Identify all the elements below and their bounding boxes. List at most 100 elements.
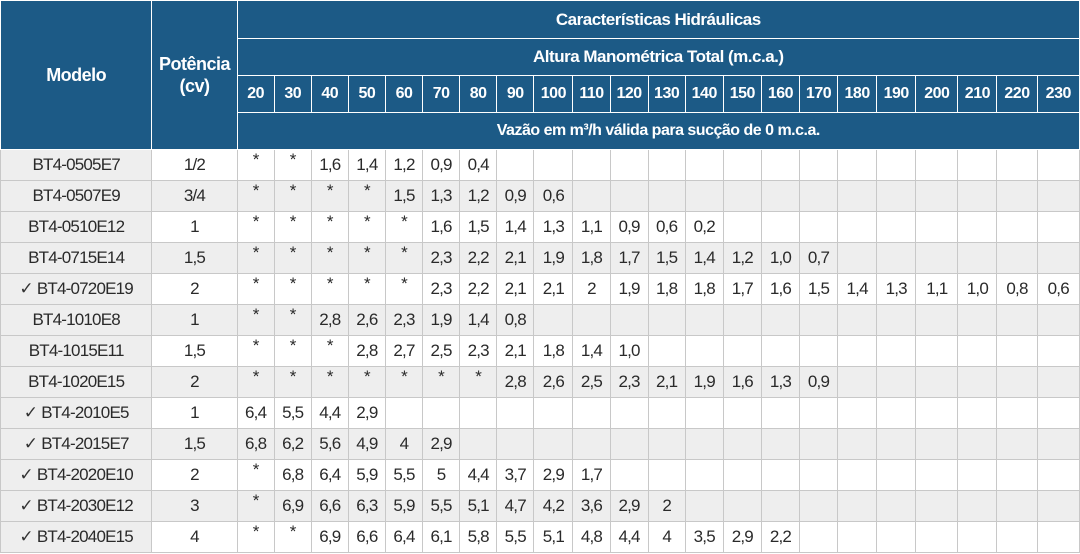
flow-value-cell <box>722 335 762 367</box>
model-name: BT4-1020E15 <box>28 372 125 391</box>
flow-value-cell: 2,8 <box>496 366 535 398</box>
power-cell: 1 <box>151 304 238 336</box>
flow-value-cell <box>1036 149 1080 181</box>
head-column-header: 170 <box>798 75 839 113</box>
flow-value-cell <box>837 490 878 522</box>
flow-value-cell <box>798 459 839 491</box>
flow-value-cell <box>876 242 917 274</box>
flow-value-cell <box>837 335 878 367</box>
flow-value-cell <box>647 428 686 460</box>
flow-value-cell: 0,2 <box>684 211 724 243</box>
flow-value-cell <box>798 335 839 367</box>
power-cell: 4 <box>151 521 238 553</box>
flow-value-cell: 0,6 <box>533 180 574 212</box>
flow-value-cell: * <box>310 242 349 274</box>
flow-value-cell: 1,7 <box>722 273 762 305</box>
flow-value-cell: * <box>310 211 349 243</box>
flow-value-cell: 5 <box>422 459 461 491</box>
flow-value-cell <box>722 397 762 429</box>
head-column-header: 30 <box>273 75 312 113</box>
flow-value-cell <box>837 304 878 336</box>
flow-value-cell: 0,7 <box>798 242 839 274</box>
flow-value-cell <box>957 428 998 460</box>
checkmark-icon: ✓ <box>19 465 33 484</box>
model-name: BT4-0720E19 <box>36 279 134 298</box>
flow-value-cell: * <box>236 149 275 181</box>
flow-value-cell: 1,8 <box>533 335 574 367</box>
power-cell: 3/4 <box>151 180 238 212</box>
flow-value-cell <box>684 180 724 212</box>
flow-value-cell <box>572 149 611 181</box>
flow-value-cell <box>837 521 878 553</box>
flow-value-cell: * <box>273 366 312 398</box>
flow-value-cell <box>496 149 535 181</box>
flow-value-cell: 6,4 <box>310 459 349 491</box>
flow-value-cell <box>533 304 574 336</box>
table-header: Modelo Potência (cv) Características Hid… <box>0 0 1080 150</box>
model-name: BT4-2010E5 <box>41 403 129 422</box>
flow-value-cell: 6,6 <box>347 521 386 553</box>
flow-value-cell: 6,9 <box>273 490 312 522</box>
model-cell: BT4-1010E8 <box>0 304 153 336</box>
head-column-header: 110 <box>572 75 611 113</box>
power-cell: 2 <box>151 366 238 398</box>
flow-value-cell <box>760 149 800 181</box>
power-cell: 2 <box>151 459 238 491</box>
flow-value-cell: 2,9 <box>422 428 461 460</box>
flow-value-cell: * <box>236 273 275 305</box>
head-column-header: 120 <box>609 75 649 113</box>
head-column-header: 130 <box>647 75 686 113</box>
flow-value-cell <box>798 149 839 181</box>
flow-value-cell <box>915 490 959 522</box>
flow-value-cell <box>684 459 724 491</box>
flow-value-cell: * <box>236 490 275 522</box>
head-column-header: 200 <box>915 75 959 113</box>
flow-value-cell: 3,7 <box>496 459 535 491</box>
head-column-header: 180 <box>837 75 878 113</box>
flow-value-cell <box>996 521 1038 553</box>
flow-value-cell: 1,4 <box>459 304 498 336</box>
model-cell: ✓ BT4-2010E5 <box>0 397 153 429</box>
flow-value-cell: 1,7 <box>609 242 649 274</box>
flow-value-cell <box>760 180 800 212</box>
flow-value-cell <box>647 149 686 181</box>
flow-value-cell: * <box>236 180 275 212</box>
flow-value-cell: 1,8 <box>684 273 724 305</box>
flow-value-cell <box>572 180 611 212</box>
flow-value-cell: 2,3 <box>422 273 461 305</box>
power-cell: 2 <box>151 273 238 305</box>
flow-value-cell <box>915 521 959 553</box>
flow-value-cell: 1,5 <box>647 242 686 274</box>
power-cell: 1,5 <box>151 428 238 460</box>
flow-value-cell <box>760 304 800 336</box>
flow-value-cell <box>876 149 917 181</box>
flow-value-cell: * <box>310 273 349 305</box>
head-column-header: 90 <box>496 75 535 113</box>
flow-value-cell <box>760 397 800 429</box>
flow-value-cell: 3,5 <box>684 521 724 553</box>
flow-value-cell: * <box>347 242 386 274</box>
table-row: ✓ BT4-2040E15 4 * * 6,9 6,6 6,4 6,1 5,8 5,5 5,1 4,8 4… <box>0 521 1080 553</box>
flow-value-cell <box>876 304 917 336</box>
flow-value-cell <box>384 397 424 429</box>
flow-value-cell: 1,3 <box>533 211 574 243</box>
flow-value-cell: * <box>310 335 349 367</box>
flow-value-cell: 1,3 <box>422 180 461 212</box>
head-column-header: 60 <box>384 75 424 113</box>
flow-value-cell <box>996 428 1038 460</box>
flow-value-cell: 1,4 <box>684 242 724 274</box>
flow-value-cell: 1,8 <box>572 242 611 274</box>
table-row: BT4-1020E15 2 * * * * * * * 2,8 2,6 2,5 2,3 2,1 1,9 1,6… <box>0 366 1080 398</box>
flow-value-cell: 0,9 <box>422 149 461 181</box>
model-cell: ✓ BT4-2030E12 <box>0 490 153 522</box>
flow-value-cell <box>1036 490 1080 522</box>
flow-value-cell: 2 <box>647 490 686 522</box>
flow-value-cell: 2,9 <box>347 397 386 429</box>
flow-value-cell <box>915 242 959 274</box>
flow-value-cell: 6,4 <box>384 521 424 553</box>
flow-value-cell: 6,8 <box>236 428 275 460</box>
flow-value-cell: 4,8 <box>572 521 611 553</box>
flow-value-cell <box>760 335 800 367</box>
flow-value-cell <box>684 304 724 336</box>
flow-value-cell: * <box>459 366 498 398</box>
